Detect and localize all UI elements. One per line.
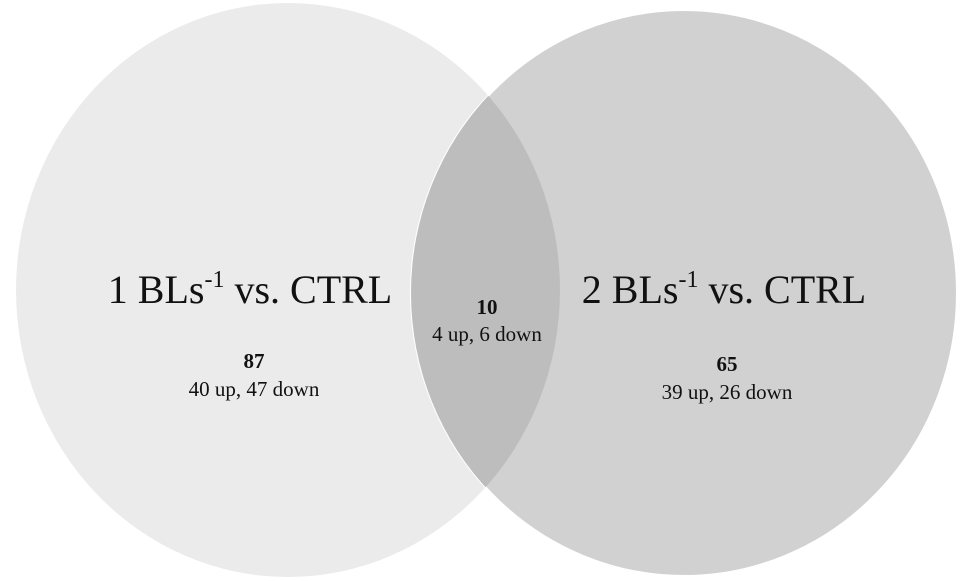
left-set-title: 1 BLs-1 vs. CTRL	[108, 268, 392, 312]
left-set-title-superscript: -1	[204, 267, 225, 293]
left-set-circle	[16, 3, 560, 577]
left-set-title-prefix: 1 BLs	[107, 267, 205, 312]
overlap-count: 10	[476, 295, 498, 319]
right-set-title-superscript: -1	[678, 267, 699, 293]
right-only-breakdown: 39 up, 26 down	[661, 380, 793, 404]
right-set-title-prefix: 2 BLs	[581, 267, 679, 312]
left-only-breakdown: 40 up, 47 down	[188, 377, 320, 401]
overlap-breakdown: 4 up, 6 down	[432, 322, 542, 346]
right-only-count: 65	[716, 352, 738, 376]
left-only-count: 87	[243, 349, 265, 373]
right-set-title-suffix: vs. CTRL	[698, 267, 867, 312]
left-set-title-suffix: vs. CTRL	[224, 267, 393, 312]
right-set-title: 2 BLs-1 vs. CTRL	[582, 268, 866, 312]
